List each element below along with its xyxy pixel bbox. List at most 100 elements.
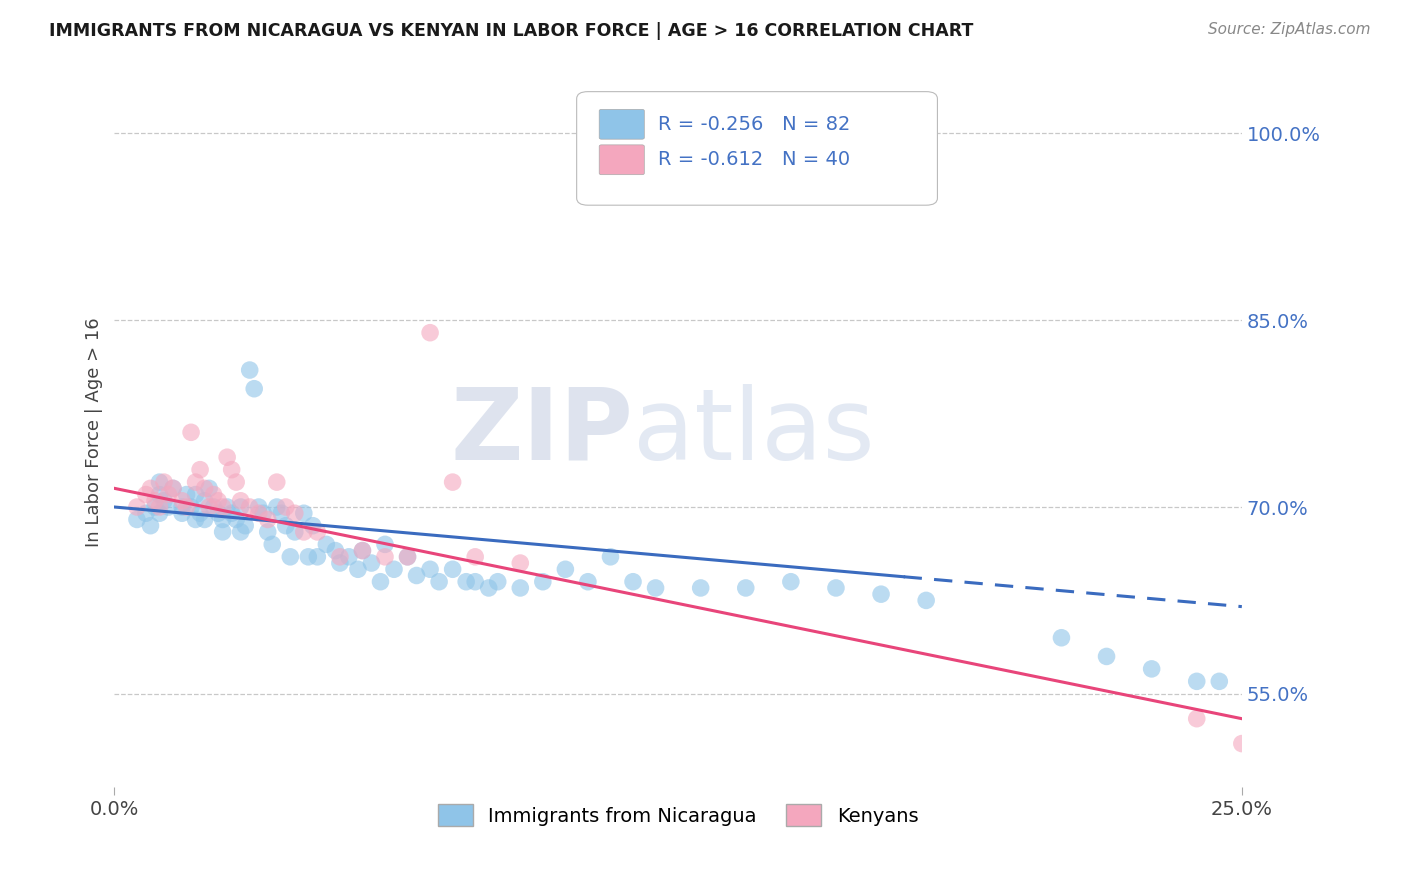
Point (266, 500, 288, 514)
Point (247, 500, 270, 514)
Point (239, 363, 262, 377)
Point (689, 581, 711, 595)
Point (162, 481, 184, 495)
Point (329, 556, 352, 570)
Point (266, 475, 288, 489)
Point (644, 581, 666, 595)
Point (125, 500, 148, 514)
Point (157, 500, 180, 514)
Point (419, 326, 441, 340)
Text: R = -0.612   N = 40: R = -0.612 N = 40 (658, 150, 851, 169)
Point (198, 500, 221, 514)
Point (870, 587, 893, 601)
Point (599, 549, 621, 564)
Point (374, 537, 396, 551)
Point (180, 500, 202, 514)
Point (176, 487, 198, 501)
Point (302, 518, 325, 533)
Point (207, 506, 229, 520)
Point (419, 562, 441, 576)
Point (347, 562, 370, 576)
Point (198, 481, 221, 495)
Legend: Immigrants from Nicaragua, Kenyans: Immigrants from Nicaragua, Kenyans (430, 797, 927, 834)
Point (211, 524, 233, 539)
Point (184, 512, 207, 526)
Point (531, 574, 554, 589)
FancyBboxPatch shape (576, 92, 938, 205)
Point (225, 475, 247, 489)
Point (148, 500, 170, 514)
Point (229, 500, 252, 514)
Point (202, 500, 225, 514)
Point (184, 487, 207, 501)
Point (217, 500, 239, 514)
Point (247, 506, 270, 520)
Point (779, 574, 801, 589)
Point (153, 475, 176, 489)
Point (427, 574, 450, 589)
Point (143, 493, 166, 508)
Point (207, 493, 229, 508)
Y-axis label: In Labor Force | Age > 16: In Labor Force | Age > 16 (86, 318, 103, 547)
Point (297, 549, 319, 564)
Point (1185, 674, 1208, 689)
Point (262, 537, 284, 551)
Point (135, 506, 157, 520)
Point (486, 574, 509, 589)
Point (329, 549, 352, 564)
Point (360, 556, 382, 570)
Point (374, 549, 396, 564)
Point (307, 524, 329, 539)
Point (157, 487, 180, 501)
Point (202, 487, 225, 501)
Point (176, 500, 198, 514)
Point (274, 518, 297, 533)
Point (307, 549, 329, 564)
Point (135, 487, 157, 501)
Point (148, 475, 170, 489)
Point (1140, 662, 1163, 676)
Point (337, 549, 360, 564)
Point (221, 463, 243, 477)
Point (456, 574, 478, 589)
Point (825, 581, 848, 595)
Point (405, 568, 427, 582)
Point (243, 382, 266, 396)
Point (239, 500, 262, 514)
Point (464, 549, 486, 564)
Point (211, 500, 233, 514)
Point (554, 562, 576, 576)
Point (148, 487, 170, 501)
Point (464, 574, 486, 589)
Point (194, 493, 217, 508)
Point (1095, 649, 1118, 664)
Point (153, 493, 176, 508)
Point (352, 543, 374, 558)
Point (221, 506, 243, 520)
Point (292, 506, 315, 520)
Point (509, 581, 531, 595)
Text: ZIP: ZIP (450, 384, 633, 481)
Text: Source: ZipAtlas.com: Source: ZipAtlas.com (1208, 22, 1371, 37)
Point (148, 506, 170, 520)
Point (734, 581, 756, 595)
Point (1208, 674, 1230, 689)
Point (1050, 631, 1073, 645)
Point (915, 593, 938, 607)
Point (382, 562, 405, 576)
Point (292, 524, 315, 539)
Point (352, 543, 374, 558)
Point (170, 506, 193, 520)
Point (1185, 712, 1208, 726)
Point (180, 425, 202, 440)
Point (441, 562, 464, 576)
Text: R = -0.256   N = 82: R = -0.256 N = 82 (658, 115, 851, 134)
Point (225, 512, 247, 526)
Point (576, 574, 599, 589)
Point (325, 543, 347, 558)
Point (139, 518, 162, 533)
Point (256, 524, 278, 539)
Point (396, 549, 419, 564)
Point (229, 524, 252, 539)
Point (125, 512, 148, 526)
